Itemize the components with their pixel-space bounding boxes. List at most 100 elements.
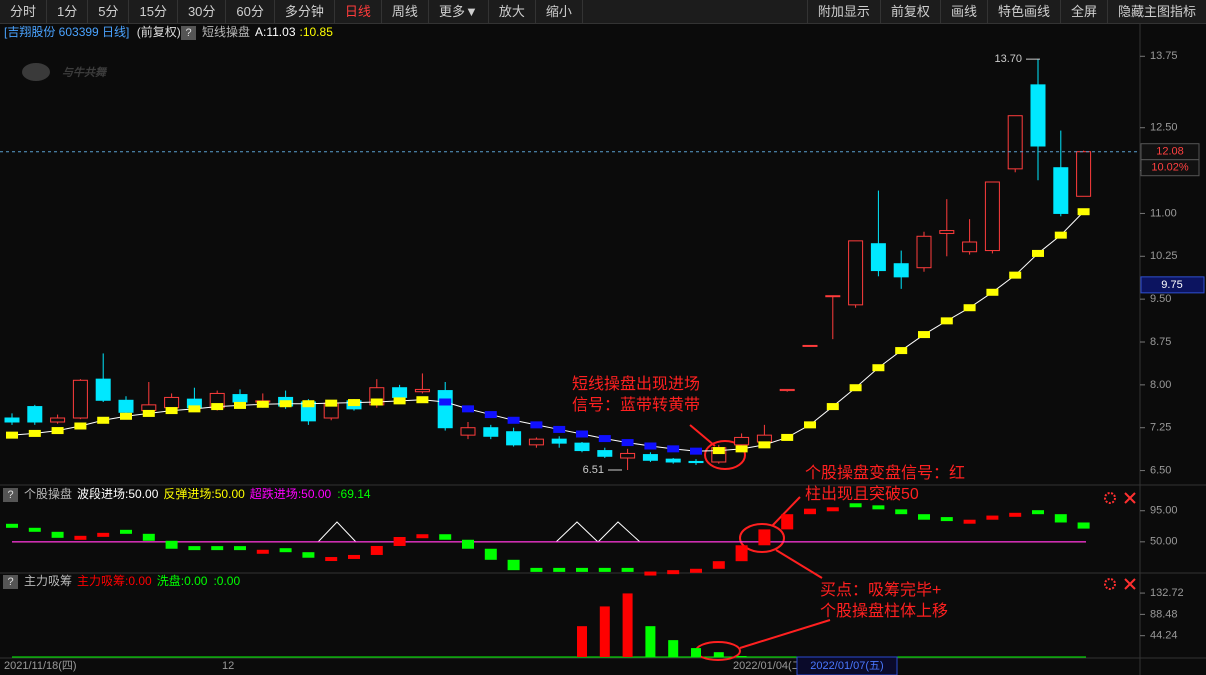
toolbar-button[interactable]: 前复权 xyxy=(879,0,940,23)
signal-bar xyxy=(963,519,976,524)
signal-bar xyxy=(667,570,680,575)
volume-bar xyxy=(713,652,724,657)
candle-body xyxy=(893,263,909,278)
help-icon-box xyxy=(181,26,196,40)
toolbar-button[interactable]: 日线 xyxy=(335,0,382,23)
close-icon[interactable] xyxy=(1124,578,1136,590)
candle-body xyxy=(118,399,134,413)
watermark-logo xyxy=(22,63,50,81)
candle-body xyxy=(1030,84,1046,147)
a-band xyxy=(895,347,908,355)
a-band xyxy=(849,384,862,392)
signal-bar xyxy=(644,571,657,576)
signal-bar xyxy=(325,557,338,562)
help-icon: ? xyxy=(7,489,13,501)
settings-icon[interactable] xyxy=(1104,492,1116,504)
signal-bar xyxy=(1054,514,1067,523)
annotation: 个股操盘柱体上移 xyxy=(820,601,948,620)
toolbar-button[interactable]: 特色画线 xyxy=(986,0,1060,23)
signal-bar xyxy=(188,546,201,551)
x-tick-label: 2021/11/18(四) xyxy=(4,660,77,672)
signal-bar xyxy=(302,552,315,558)
toolbar-button[interactable]: 60分 xyxy=(226,0,275,23)
a-band xyxy=(142,409,155,417)
candle-body xyxy=(4,417,20,423)
a-band xyxy=(576,430,588,438)
a-band xyxy=(530,421,543,429)
legend-item: :69.14 xyxy=(337,487,371,501)
signal-bar xyxy=(416,534,429,539)
toolbar-button[interactable]: 隐藏主图指标 xyxy=(1106,0,1206,23)
signal-bar xyxy=(986,515,999,520)
signal-bar xyxy=(918,514,930,520)
annotation-arrow xyxy=(689,424,716,447)
toolbar-left: 分时 1分 5分 15分 30分 60分 多分钟 日线 周线 更多▼ 放大 缩小 xyxy=(0,0,583,23)
signal-bar xyxy=(598,567,611,572)
signal-bar xyxy=(234,546,246,551)
toolbar-button[interactable]: 附加显示 xyxy=(806,0,880,23)
candle-body xyxy=(1076,151,1092,197)
candle-body xyxy=(528,438,544,446)
a-band xyxy=(644,442,657,450)
a-band xyxy=(97,416,110,424)
candle-body xyxy=(734,436,750,446)
toolbar-button[interactable]: 分时 xyxy=(0,0,48,23)
y-tick-label: 8.75 xyxy=(1150,336,1171,348)
signal-bar xyxy=(735,545,748,562)
signal-bar xyxy=(6,523,18,528)
toolbar-button[interactable]: 缩小 xyxy=(536,0,583,23)
volume-bar xyxy=(691,648,701,657)
signal-bar xyxy=(621,567,634,572)
signal-bar xyxy=(439,534,452,540)
volume-bar xyxy=(577,626,587,657)
a-band xyxy=(872,364,885,372)
annotation-ellipse xyxy=(739,523,785,553)
help-icon-box xyxy=(3,488,18,502)
annotation: 信号：蓝带转黄带 xyxy=(572,396,700,414)
candle-body xyxy=(437,390,453,429)
settings-icon[interactable] xyxy=(1104,578,1116,590)
close-icon[interactable] xyxy=(1124,492,1136,504)
a-band xyxy=(393,397,406,405)
toolbar-button[interactable]: 30分 xyxy=(178,0,227,23)
toolbar-button[interactable]: 更多▼ xyxy=(429,0,489,23)
toolbar-button[interactable]: 全屏 xyxy=(1059,0,1107,23)
candle-body xyxy=(984,181,1000,252)
a-band xyxy=(1009,271,1022,279)
signal-bar xyxy=(507,559,520,571)
a-band xyxy=(1032,249,1044,257)
toolbar-button[interactable]: 15分 xyxy=(129,0,178,23)
candle-body xyxy=(483,427,499,437)
legend-item: 波段进场 xyxy=(77,486,125,501)
volume-bar xyxy=(599,606,610,657)
candle-body xyxy=(50,417,66,423)
a-band xyxy=(963,304,976,312)
legend-item: 超跌进场 xyxy=(250,486,298,501)
signal-bar xyxy=(781,514,794,530)
last-price-label: 12.08 xyxy=(1156,146,1184,158)
legend-item: 短线操盘 xyxy=(202,24,250,39)
signal-outline xyxy=(317,521,357,543)
a-band xyxy=(51,427,64,435)
candle-body xyxy=(802,344,818,347)
toolbar-button[interactable]: 5分 xyxy=(88,0,130,23)
extreme-label: 13.70 xyxy=(994,53,1022,65)
legend-item: :0.00 xyxy=(181,574,208,588)
candle-body xyxy=(756,434,772,443)
candle-body xyxy=(232,394,248,403)
toolbar-button[interactable]: 1分 xyxy=(47,0,89,23)
candle-body xyxy=(141,404,157,412)
toolbar-button[interactable]: 画线 xyxy=(939,0,987,23)
candle-body xyxy=(414,388,430,393)
y-tick-label: 13.75 xyxy=(1150,50,1178,62)
a-band xyxy=(1054,231,1067,239)
toolbar-button[interactable]: 周线 xyxy=(382,0,429,23)
y-tick-label: 10.25 xyxy=(1150,250,1178,262)
a-band xyxy=(940,317,953,325)
toolbar-button[interactable]: 多分钟 xyxy=(275,0,335,23)
volume-bar xyxy=(668,640,679,657)
toolbar-button[interactable]: 放大 xyxy=(489,0,536,23)
legend-item: 个股操盘 xyxy=(24,486,72,501)
a-band xyxy=(484,411,497,419)
